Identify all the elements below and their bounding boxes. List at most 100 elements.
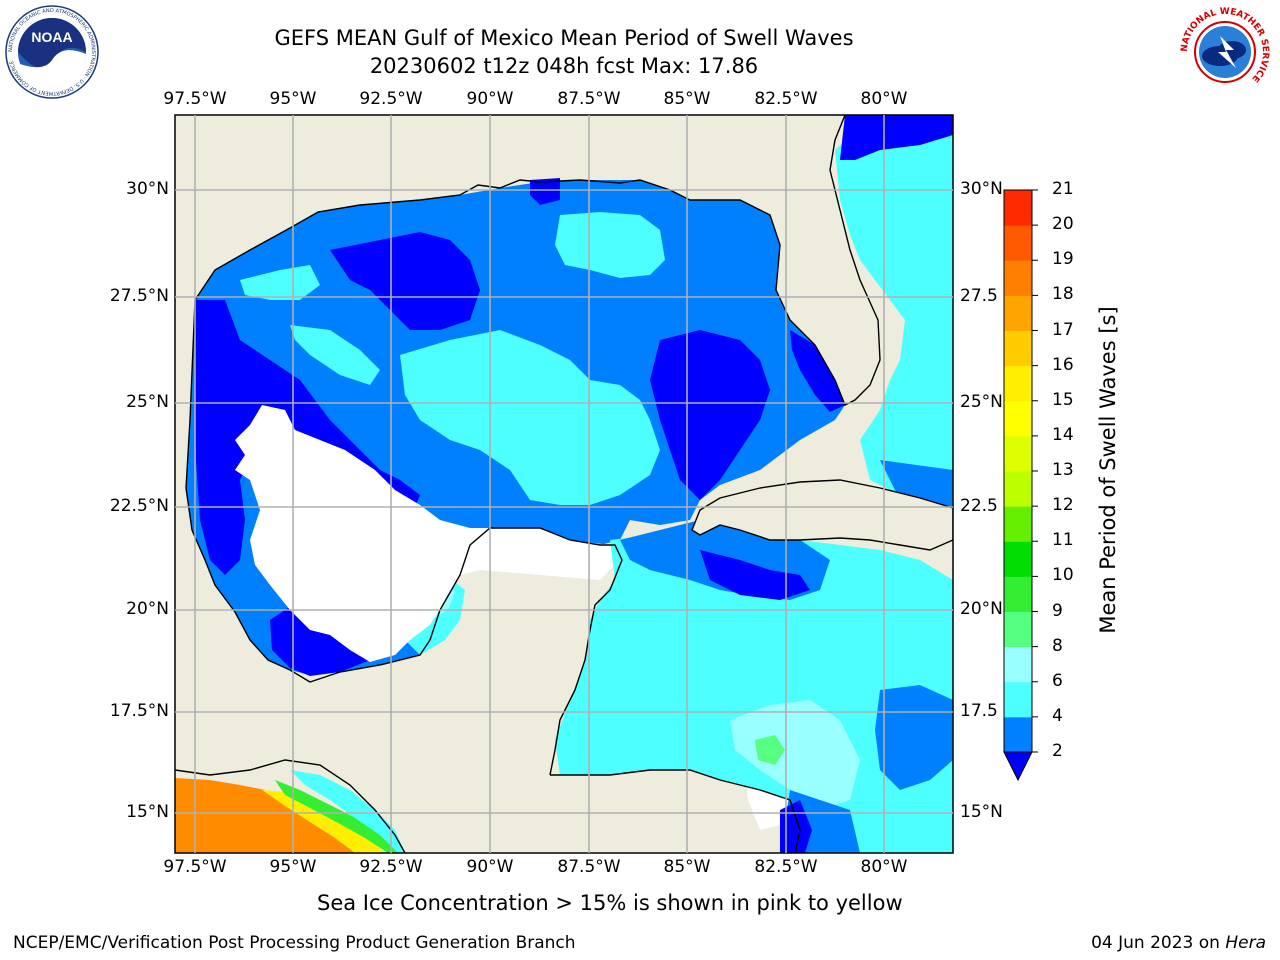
colorbar-tick-label: 12 [1052, 495, 1074, 516]
lat-tick-label: 22.5°N [109, 496, 169, 516]
map-frame [174, 114, 954, 854]
colorbar-tick-label: 8 [1052, 635, 1063, 656]
noaa-logo-text: NOAA [31, 29, 72, 45]
colorbar-tick-label: 21 [1052, 179, 1074, 199]
lon-tick-label: 90°W [466, 857, 514, 877]
pacific-cyan [290, 770, 405, 853]
footer-host: Hera [1225, 933, 1266, 953]
footer-date: 04 Jun 2023 on Hera [1091, 933, 1266, 953]
lat-tick-label: 15°N [126, 802, 169, 822]
deep-blue-ne [530, 178, 560, 205]
colorbar-segment [1004, 295, 1032, 331]
colorbar-segment [1004, 225, 1032, 261]
caribbean-green-spot [755, 735, 785, 765]
pacific-green [275, 780, 400, 853]
lon-tick-label: 97.5°W [163, 89, 227, 109]
gridlines [175, 115, 953, 853]
atlantic-deep-blue [840, 115, 953, 160]
colorbar-segment [1004, 260, 1032, 296]
coastline-central-america [550, 769, 801, 853]
coastline-gulf [185, 115, 881, 489]
lat-tick-label: 27.5 [960, 286, 998, 306]
lon-tick-label: 95°W [269, 89, 317, 109]
colorbar-tick-label: 17 [1052, 319, 1074, 340]
lon-tick-label: 82.5°W [754, 857, 818, 877]
deep-blue-fl-coast [790, 330, 845, 412]
lat-tick-label: 20°N [960, 599, 1003, 619]
atlantic-cyan [835, 115, 953, 510]
colorbar-tick-label: 4 [1052, 705, 1063, 726]
colorbar-tick-label: 2 [1052, 741, 1063, 761]
lon-tick-label: 90°W [466, 89, 514, 109]
lon-tick-label: 92.5°W [359, 857, 423, 877]
colorbar-tick-label: 13 [1052, 460, 1074, 480]
colorbar-segment [1004, 365, 1032, 402]
cyan-gulf-north [555, 212, 665, 278]
noaa-logo: NOAA NATIONAL OCEANIC AND ATMOSPHERIC AD… [4, 4, 100, 100]
colorbar-tick-label: 18 [1052, 284, 1074, 305]
lat-tick-label: 30°N [960, 179, 1003, 199]
lon-tick-label: 87.5°W [557, 857, 621, 877]
colorbar-segment [1004, 435, 1032, 472]
colorbar-segment [1004, 646, 1032, 683]
lat-tick-label: 15°N [960, 802, 1003, 822]
lat-tick-label: 22.5 [960, 496, 998, 516]
nws-logo: NATIONAL WEATHER SERVICE [1176, 6, 1274, 98]
caribbean-deep-band [700, 550, 810, 600]
lat-tick-label: 27.5°N [109, 286, 169, 306]
colorbar-segment [1004, 611, 1032, 648]
colorbar-label: Mean Period of Swell Waves [s] [1096, 306, 1120, 634]
white-nodata-region [235, 405, 620, 662]
colorbar-tick-label: 15 [1052, 389, 1074, 410]
lon-tick-label: 82.5°W [754, 89, 818, 109]
coastline-cuba [691, 479, 953, 551]
colorbar-segment [1004, 330, 1032, 367]
caribbean-light [730, 700, 860, 810]
colorbar-segment [1004, 506, 1032, 542]
colorbar-segment [1004, 400, 1032, 437]
lon-tick-label: 92.5°W [359, 89, 423, 109]
lon-tick-label: 85°W [663, 857, 711, 877]
colorbar [1003, 189, 1038, 782]
lat-tick-label: 25°N [960, 392, 1003, 412]
lon-tick-label: 80°W [860, 89, 908, 109]
lat-tick-label: 30°N [126, 179, 169, 199]
map-area [175, 115, 953, 853]
cyan-gulf-west [240, 265, 320, 300]
cyan-gulf-center [400, 330, 660, 505]
atlantic-blue [880, 460, 953, 510]
cyan-gulf-west2 [290, 325, 380, 385]
pacific-orange [175, 778, 365, 853]
lon-tick-label: 97.5°W [163, 857, 227, 877]
sea-ice-caption: Sea Ice Concentration > 15% is shown in … [317, 891, 903, 915]
lat-tick-label: 20°N [126, 599, 169, 619]
lon-tick-label: 80°W [860, 857, 908, 877]
colorbar-tick-label: 16 [1052, 354, 1074, 375]
colorbar-segment [1004, 471, 1032, 507]
colorbar-under-arrow [1003, 751, 1033, 782]
colorbar-tick-label: 6 [1052, 670, 1063, 691]
lon-tick-label: 85°W [663, 89, 711, 109]
colorbar-segment [1004, 681, 1032, 718]
deep-blue-east [650, 330, 770, 500]
colorbar-tick-label: 14 [1052, 424, 1074, 445]
lat-tick-label: 17.5 [960, 701, 998, 721]
plot-title: GEFS MEAN Gulf of Mexico Mean Period of … [274, 26, 854, 50]
colorbar-tick-label: 10 [1052, 565, 1074, 586]
colorbar-segment [1004, 716, 1032, 753]
colorbar-segment [1004, 541, 1032, 577]
colorbar-tick-label: 11 [1052, 530, 1074, 551]
colorbar-tick-label: 19 [1052, 249, 1074, 270]
footer-org: NCEP/EMC/Verification Post Processing Pr… [13, 933, 576, 953]
footer-date-text: 04 Jun 2023 on [1091, 933, 1226, 953]
coastline-pacific [175, 759, 406, 853]
colorbar-tick-label: 9 [1052, 600, 1063, 621]
colorbar-segment [1004, 190, 1032, 226]
lat-tick-label: 17.5°N [109, 701, 169, 721]
lat-tick-label: 25°N [126, 392, 169, 412]
deep-blue-central [330, 232, 480, 330]
colorbar-segment [1004, 576, 1032, 612]
lon-tick-label: 95°W [269, 857, 317, 877]
lon-tick-label: 87.5°W [557, 89, 621, 109]
